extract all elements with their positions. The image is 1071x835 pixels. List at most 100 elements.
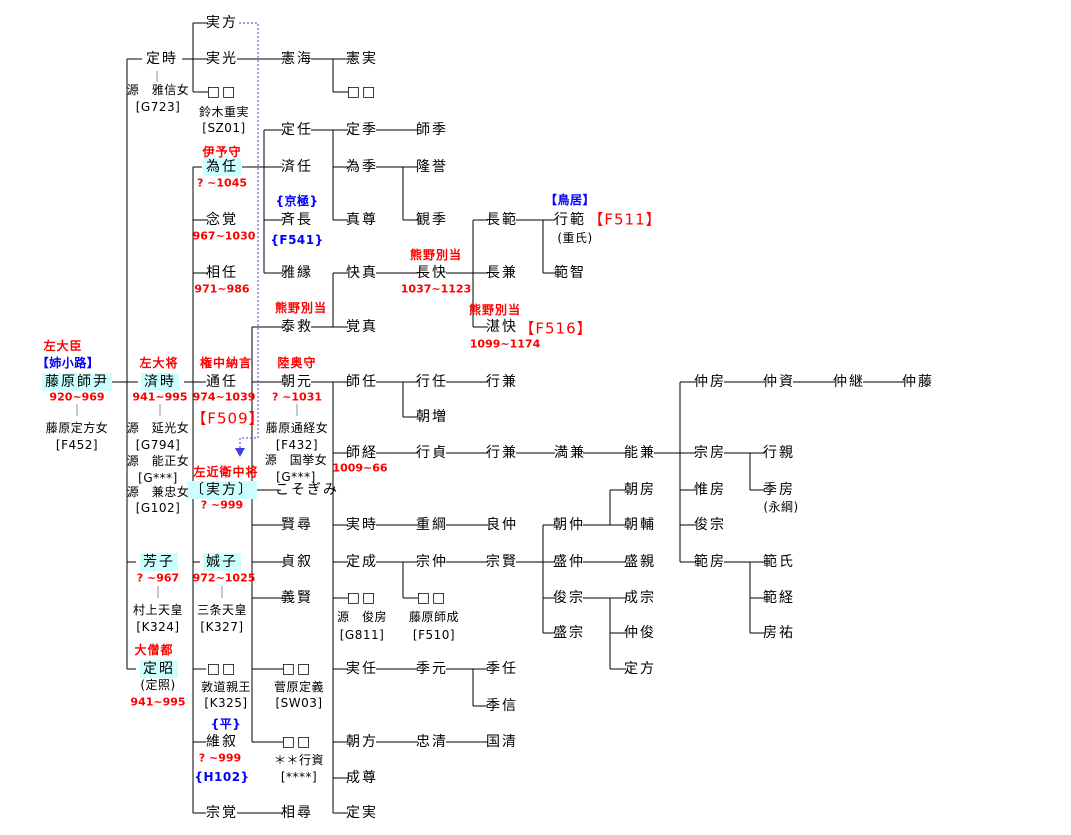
person-node: 成宗 bbox=[624, 590, 656, 606]
person-node: 朝増 bbox=[416, 409, 448, 425]
relative-name-label: [K325] bbox=[204, 696, 248, 710]
person-node: 仲俊 bbox=[624, 625, 656, 641]
person-node: 範氏 bbox=[763, 554, 795, 570]
person-node: 師経 bbox=[346, 445, 378, 461]
person-node-highlighted: 定昭 bbox=[140, 660, 178, 678]
person-node: 盛仲 bbox=[553, 554, 585, 570]
person-node: 長兼 bbox=[486, 265, 518, 281]
person-node: □□ bbox=[281, 661, 313, 677]
lifespan-label: 974~1039 bbox=[192, 390, 256, 404]
person-node: 朝輔 bbox=[624, 517, 656, 533]
person-node: 義賢 bbox=[281, 590, 313, 606]
relative-name-label: 藤原師成 bbox=[408, 610, 460, 624]
relative-name-label: [G811] bbox=[339, 628, 385, 642]
relative-name-label: 源 雅信女 bbox=[126, 83, 190, 97]
relative-name-label: [F452] bbox=[55, 438, 99, 452]
person-node: 実時 bbox=[346, 517, 378, 533]
person-node: 実光 bbox=[206, 51, 238, 67]
person-node-highlighted: 〔実方〕 bbox=[187, 481, 257, 499]
person-node: 成尊 bbox=[346, 770, 378, 786]
lineage-code-label: 【F509】 bbox=[191, 409, 265, 428]
person-node: 憲海 bbox=[281, 51, 313, 67]
relative-name-label: [F510] bbox=[412, 628, 456, 642]
lifespan-label: 1037~1123 bbox=[400, 282, 472, 296]
person-node: 仲藤 bbox=[902, 374, 934, 390]
person-node: 仲継 bbox=[833, 374, 865, 390]
adoption-dotted-line bbox=[239, 22, 259, 448]
person-node: 念覚 bbox=[206, 212, 238, 228]
office-title-label: 左近衛中将 bbox=[193, 465, 259, 479]
person-node: 朝方 bbox=[346, 734, 378, 750]
person-node-highlighted: 済時 bbox=[141, 373, 179, 391]
person-node: 定時 bbox=[146, 51, 178, 67]
person-node: 範房 bbox=[694, 554, 726, 570]
office-title-label: 陸奥守 bbox=[277, 356, 317, 370]
lifespan-label: 941~995 bbox=[130, 695, 186, 709]
lifespan-label: ? ~967 bbox=[136, 571, 180, 585]
adoption-arrow-icon bbox=[235, 448, 245, 457]
person-node: 範経 bbox=[763, 590, 795, 606]
person-node: 為季 bbox=[346, 159, 378, 175]
person-node: 季房 bbox=[763, 482, 795, 498]
person-node: 実方 bbox=[206, 15, 238, 31]
person-node: 斉長 bbox=[281, 212, 313, 228]
relative-name-label: 敦道親王 bbox=[200, 680, 252, 694]
lineage-code-label: 【F511】 bbox=[588, 210, 662, 229]
branch-name-label: {京極} bbox=[275, 194, 319, 208]
relative-name-label: (定照) bbox=[140, 678, 176, 692]
relative-name-label: 源 延光女 bbox=[126, 421, 190, 435]
relative-name-label: ＊＊行資 bbox=[273, 753, 325, 767]
person-node: 季元 bbox=[416, 661, 448, 677]
lifespan-label: 1099~1174 bbox=[469, 337, 541, 351]
person-node: 朝元 bbox=[281, 374, 313, 390]
lifespan-label: ? ~1045 bbox=[196, 176, 248, 190]
office-title-label: 伊予守 bbox=[202, 145, 242, 159]
person-node: 宗房 bbox=[694, 445, 726, 461]
person-node: 維叙 bbox=[206, 734, 238, 750]
person-node: 行貞 bbox=[416, 445, 448, 461]
office-title-label: 熊野別当 bbox=[274, 301, 328, 315]
person-node: 師季 bbox=[416, 122, 448, 138]
relative-name-label: [****] bbox=[280, 770, 318, 784]
lifespan-label: 1009~66 bbox=[332, 461, 388, 475]
relative-name-label: [K324] bbox=[136, 620, 180, 634]
relative-name-label: [G***] bbox=[138, 471, 178, 485]
person-node: 房祐 bbox=[763, 625, 795, 641]
relative-name-label: [G***] bbox=[276, 470, 316, 484]
person-node: 重綱 bbox=[416, 517, 448, 533]
person-node: □□ bbox=[281, 734, 313, 750]
person-node: 俊宗 bbox=[553, 590, 585, 606]
person-node: 相尋 bbox=[281, 805, 313, 821]
relative-name-label: [G794] bbox=[135, 438, 181, 452]
person-node: 相任 bbox=[206, 265, 238, 281]
lifespan-label: 941~995 bbox=[132, 390, 188, 404]
person-node: 覚真 bbox=[346, 319, 378, 335]
person-node: 俊宗 bbox=[694, 517, 726, 533]
relative-name-label: 菅原定義 bbox=[273, 680, 325, 694]
person-node: 長快 bbox=[416, 265, 448, 281]
person-node: 良仲 bbox=[486, 517, 518, 533]
relative-name-label: 鈴木重実 bbox=[198, 105, 250, 119]
relative-name-label: [K327] bbox=[200, 620, 244, 634]
lifespan-label: ? ~1031 bbox=[271, 390, 323, 404]
person-node: 行兼 bbox=[486, 445, 518, 461]
relative-name-label: 源 兼忠女 bbox=[126, 485, 190, 499]
relative-name-label: [SZ01] bbox=[202, 121, 246, 135]
person-node: 宗覚 bbox=[206, 805, 238, 821]
person-node: 行親 bbox=[763, 445, 795, 461]
person-node: 定成 bbox=[346, 554, 378, 570]
branch-name-label: {F541} bbox=[270, 233, 324, 247]
person-node-highlighted: 藤原師尹 bbox=[42, 373, 112, 391]
person-node: 定実 bbox=[346, 805, 378, 821]
person-node: 貞叙 bbox=[281, 554, 313, 570]
person-node: 行範 bbox=[554, 212, 586, 228]
person-node: 国清 bbox=[486, 734, 518, 750]
relative-name-label: 三条天皇 bbox=[196, 603, 248, 617]
office-title-label: 左大臣 bbox=[43, 339, 83, 353]
relative-name-label: 村上天皇 bbox=[132, 603, 184, 617]
branch-name-label: {H102} bbox=[194, 770, 250, 784]
person-node: 忠清 bbox=[416, 734, 448, 750]
relative-name-label: 藤原定方女 bbox=[45, 421, 109, 435]
person-node: こそぎみ bbox=[275, 482, 339, 498]
